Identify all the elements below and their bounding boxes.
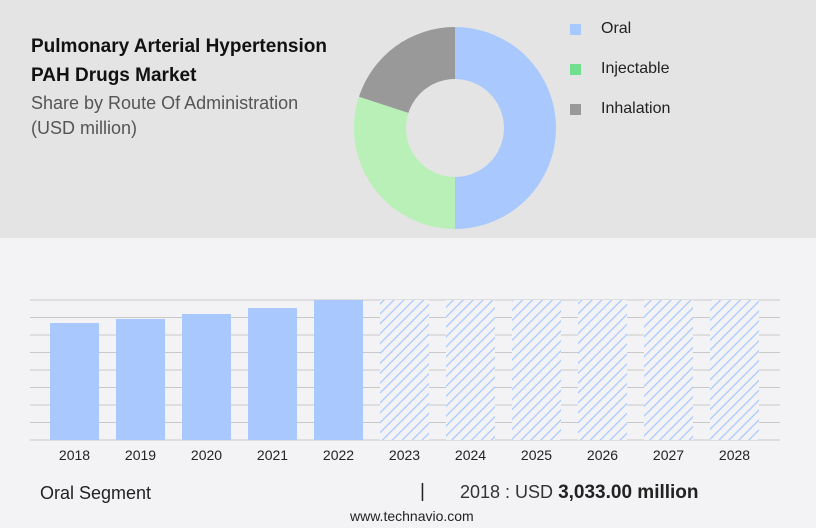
subtitle-line: Share by Route Of Administration <box>31 93 299 113</box>
legend-item: Injectable <box>570 44 670 94</box>
legend-item: Oral <box>570 4 670 54</box>
bar-2028 <box>710 300 759 440</box>
bar-2024 <box>446 300 495 440</box>
bar-2027 <box>644 300 693 440</box>
year-label: 2018 : USD <box>460 482 559 502</box>
title-line: PAH Drugs Market <box>31 65 197 86</box>
legend-swatch <box>570 23 581 35</box>
separator: | <box>420 481 425 502</box>
title-line: Pulmonary Arterial Hypertension <box>31 36 327 57</box>
legend-label: Oral <box>601 20 632 37</box>
subtitle-line: (USD million) <box>31 118 138 138</box>
x-tick-label: 2027 <box>653 447 684 463</box>
legend-swatch <box>570 103 581 115</box>
x-tick-label: 2026 <box>587 447 618 463</box>
chart-title: Pulmonary Arterial Hypertension PAH Drugs… <box>31 32 327 90</box>
bar-2018 <box>50 322 99 440</box>
bar-2022 <box>314 300 363 440</box>
bar-2025 <box>512 300 561 440</box>
legend: Oral Injectable Inhalation <box>570 14 670 134</box>
donut-slice-oral <box>455 27 556 229</box>
donut-chart <box>353 27 556 230</box>
bar-2020 <box>182 314 231 440</box>
legend-item: Inhalation <box>570 84 670 134</box>
x-tick-label: 2021 <box>257 447 288 463</box>
donut-slice-inhalation <box>358 27 455 113</box>
legend-label: Injectable <box>601 60 670 77</box>
value: 3,033.00 million <box>558 482 699 503</box>
x-tick-label: 2020 <box>191 447 222 463</box>
chart-subtitle: Share by Route Of Administration (USD mil… <box>31 91 298 141</box>
bar-2026 <box>578 300 627 440</box>
donut-slice-injectable <box>353 96 455 230</box>
legend-label: Inhalation <box>601 100 671 117</box>
segment-label: Oral Segment <box>40 483 152 503</box>
legend-swatch <box>570 63 581 75</box>
bar-2019 <box>116 318 165 440</box>
x-tick-label: 2022 <box>323 447 354 463</box>
bar-chart: 2018 2019 2020 2021 2022 2023 2024 2025 2026 2027… <box>30 299 780 463</box>
x-tick-label: 2018 <box>59 447 90 463</box>
source-url: www.technavio.com <box>350 508 474 524</box>
value-readout: 2018 : USD 3,033.00 million <box>460 482 699 504</box>
x-tick-label: 2028 <box>719 447 750 463</box>
x-tick-label: 2019 <box>125 447 156 463</box>
x-tick-label: 2023 <box>389 447 420 463</box>
x-tick-label: 2025 <box>521 447 552 463</box>
bar-2021 <box>248 308 297 440</box>
x-tick-label: 2024 <box>455 447 486 463</box>
bar-2023 <box>380 300 429 440</box>
